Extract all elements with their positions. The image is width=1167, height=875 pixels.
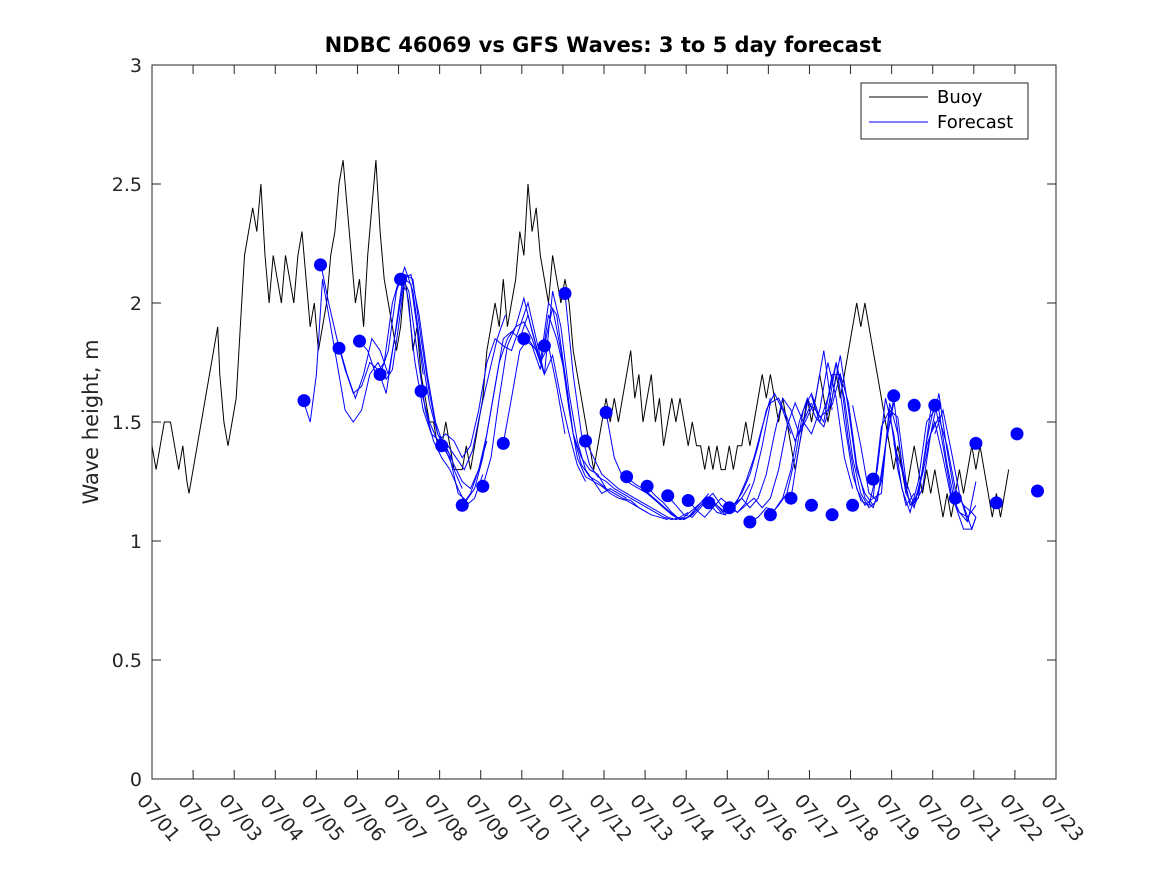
y-tick-label: 1: [130, 531, 142, 553]
forecast-point: [722, 501, 736, 515]
forecast-point: [640, 479, 654, 493]
y-tick-label: 2: [130, 293, 142, 315]
forecast-point: [969, 436, 983, 450]
x-tick-label: 07/16: [749, 790, 801, 846]
forecast-point: [1010, 427, 1024, 441]
x-tick-label: 07/18: [831, 790, 883, 846]
x-tick-label: 07/15: [707, 790, 759, 846]
x-tick-label: 07/06: [338, 790, 390, 846]
forecast-point: [1031, 484, 1044, 498]
forecast-run-line: [564, 293, 689, 521]
x-tick-label: 07/09: [461, 790, 513, 846]
forecast-point: [989, 496, 1003, 510]
legend-forecast-label: Forecast: [937, 112, 1013, 133]
forecast-point: [805, 498, 818, 512]
forecast-point: [907, 398, 921, 412]
forecast-point: [297, 394, 311, 408]
x-tick-label: 07/10: [502, 790, 554, 846]
x-tick-label: 07/08: [420, 790, 472, 846]
x-tick-label: 07/14: [666, 790, 718, 846]
chart-title: NDBC 46069 vs GFS Waves: 3 to 5 day fore…: [325, 33, 882, 57]
forecast-run-line: [398, 278, 506, 471]
forecast-point: [314, 258, 327, 272]
y-tick-label: 0.5: [112, 650, 142, 672]
y-tick-label: 1.5: [112, 412, 142, 434]
legend-box: [860, 82, 1029, 140]
forecast-point: [743, 515, 757, 529]
x-tick-label: 07/12: [584, 790, 636, 846]
y-tick-label: 2.5: [112, 174, 142, 196]
forecast-point: [887, 389, 901, 403]
forecast-point: [476, 479, 490, 493]
x-tick-label: 07/19: [872, 790, 924, 846]
plot-frame: [151, 64, 1057, 780]
forecast-run-line: [461, 313, 586, 506]
forecast-run-line: [482, 301, 607, 489]
forecast-point: [702, 496, 716, 510]
forecast-run-line: [585, 440, 710, 521]
forecast-run-line: [831, 372, 956, 509]
buoy-series-line: [151, 160, 1010, 518]
forecast-run-line: [934, 408, 977, 523]
forecast-run-line: [811, 362, 936, 515]
forecast-point: [681, 494, 695, 507]
x-tick-label: 07/05: [297, 790, 349, 846]
forecast-point: [579, 434, 592, 448]
y-axis-label: Wave height, m: [79, 339, 103, 504]
legend-buoy-label: Buoy: [937, 87, 983, 108]
forecast-point: [455, 498, 469, 512]
y-tick-label: 3: [130, 55, 142, 77]
forecast-run-line: [420, 301, 545, 459]
x-tick-label: 07/11: [543, 790, 595, 846]
forecast-point: [435, 439, 449, 453]
x-tick-label: 07/04: [255, 790, 307, 846]
forecast-point: [496, 436, 510, 450]
forecast-run-line: [872, 402, 977, 530]
x-tick-label: 07/22: [995, 790, 1047, 846]
x-tick-label: 07/23: [1036, 790, 1088, 846]
forecast-point: [763, 508, 777, 522]
forecast-point: [394, 272, 408, 286]
forecast-point: [353, 334, 366, 348]
forecast-point: [373, 367, 387, 381]
forecast-run-line: [543, 307, 668, 521]
forecast-point: [928, 398, 942, 412]
forecast-point: [846, 498, 860, 512]
forecast-point: [661, 489, 675, 503]
forecast-point: [517, 332, 531, 346]
forecast-point: [948, 491, 962, 505]
forecast-point: [825, 508, 839, 522]
x-tick-label: 07/01: [132, 790, 184, 846]
forecast-point: [414, 384, 428, 398]
forecast-run-line: [770, 362, 895, 516]
x-tick-label: 07/20: [913, 790, 965, 846]
x-tick-label: 07/07: [379, 790, 431, 846]
y-tick-label: 0: [130, 769, 142, 791]
plot-area: [152, 65, 1056, 779]
forecast-run-line: [687, 397, 812, 518]
forecast-run-line: [913, 415, 977, 518]
forecast-run-line: [790, 373, 915, 507]
forecast-point: [784, 491, 798, 505]
forecast-run-line: [379, 265, 488, 490]
legend: Buoy Forecast: [860, 82, 1029, 140]
x-tick-label: 07/03: [214, 790, 266, 846]
forecast-point: [866, 472, 880, 486]
forecast-point: [599, 406, 613, 419]
forecast-point: [537, 339, 551, 353]
x-tick-label: 07/13: [625, 790, 677, 846]
x-tick-label: 07/21: [954, 790, 1006, 846]
forecast-run-line: [893, 420, 977, 518]
forecast-point: [558, 287, 572, 300]
x-tick-label: 07/02: [173, 790, 225, 846]
forecast-point: [332, 341, 346, 355]
x-tick-label: 07/17: [790, 790, 842, 846]
forecast-run-line: [441, 296, 566, 502]
forecast-point: [620, 470, 634, 484]
